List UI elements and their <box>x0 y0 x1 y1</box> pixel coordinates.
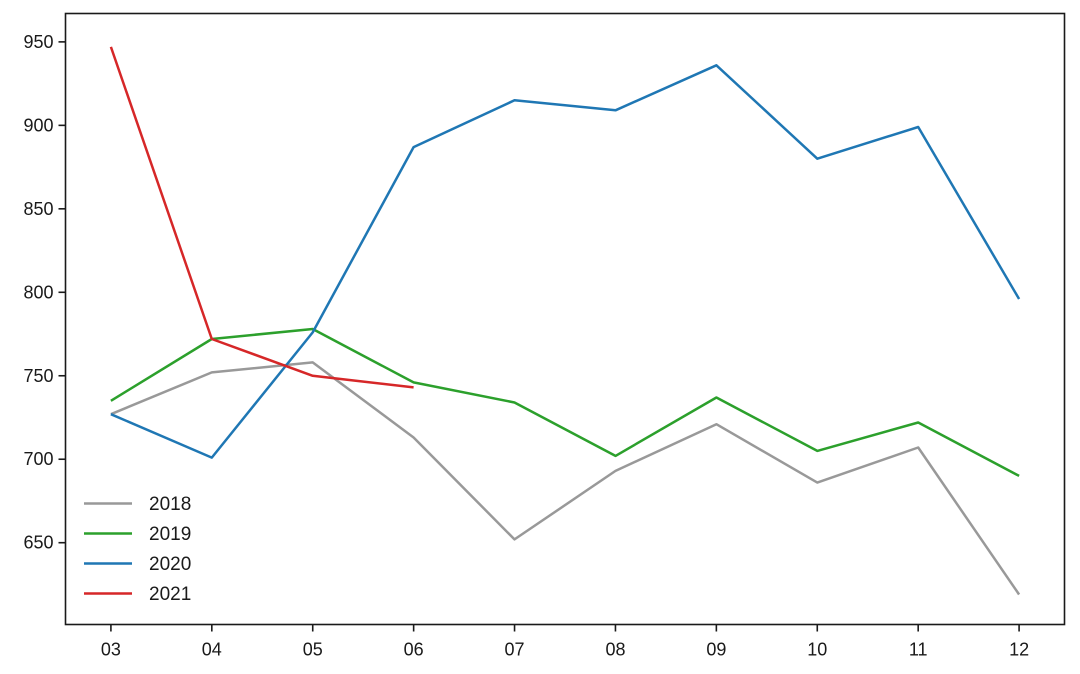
x-tick-label: 07 <box>505 640 525 660</box>
legend-label-2020: 2020 <box>149 554 191 575</box>
series-line-2018 <box>110 361 1021 596</box>
x-tick-label: 09 <box>706 640 726 660</box>
x-tick-label: 08 <box>605 640 625 660</box>
axes-frame <box>64 12 1066 626</box>
x-tick-label: 03 <box>101 640 121 660</box>
y-tick-label: 700 <box>23 449 53 469</box>
y-tick-label: 800 <box>23 282 53 302</box>
x-tick-label: 06 <box>404 640 424 660</box>
legend-label-2019: 2019 <box>149 524 191 545</box>
x-tick-label: 12 <box>1009 640 1029 660</box>
x-tick-label: 04 <box>202 640 222 660</box>
y-tick-label: 850 <box>23 199 53 219</box>
y-tick-label: 900 <box>23 115 53 135</box>
x-tick-label: 05 <box>303 640 323 660</box>
series-line-2021 <box>109 46 414 389</box>
series-line-2019 <box>110 327 1020 478</box>
y-tick-label: 950 <box>23 32 53 52</box>
y-tick-label: 750 <box>23 366 53 386</box>
x-tick-label: 11 <box>909 640 928 660</box>
legend-label-2021: 2021 <box>149 584 191 605</box>
y-tick-label: 650 <box>23 533 53 553</box>
legend-label-2018: 2018 <box>149 494 191 515</box>
x-tick-label: 10 <box>807 640 827 660</box>
series-line-2020 <box>110 64 1021 459</box>
